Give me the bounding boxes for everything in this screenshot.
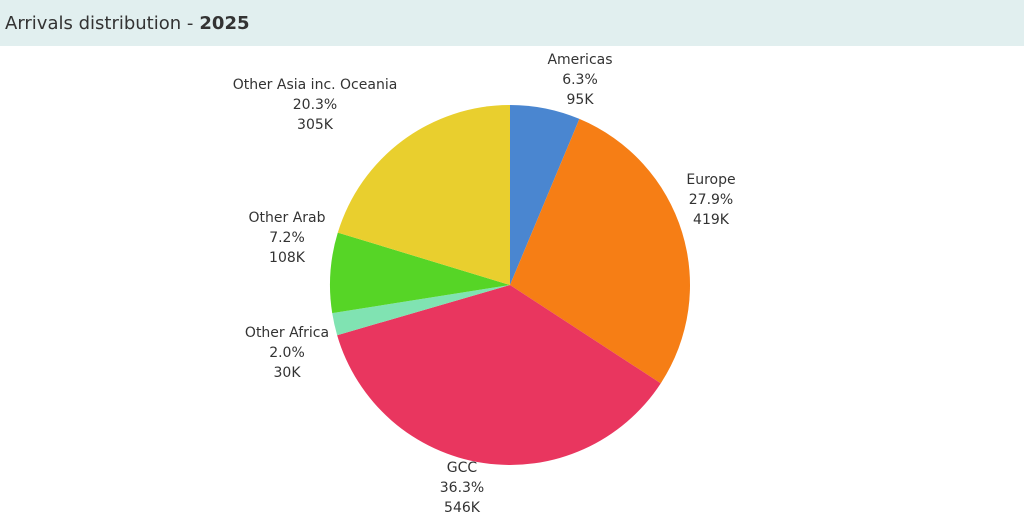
slice-percent: 27.9% — [689, 192, 733, 208]
slice-percent: 36.3% — [440, 480, 484, 496]
slice-label: Other Arab — [249, 210, 326, 226]
slice-count: 305K — [297, 117, 334, 133]
slice-label: GCC — [447, 460, 478, 476]
pie-slice — [330, 232, 510, 314]
slice-count: 95K — [567, 92, 595, 108]
slice-count: 546K — [444, 500, 481, 516]
slice-percent: 20.3% — [293, 97, 337, 113]
slice-label: Other Africa — [245, 325, 329, 341]
slice-percent: 2.0% — [269, 345, 305, 361]
slice-label: Other Asia inc. Oceania — [233, 77, 398, 93]
header: Arrivals distribution - 2025 — [0, 0, 1024, 46]
slice-count: 108K — [269, 250, 306, 266]
pie-slice — [510, 118, 691, 384]
slice-percent: 7.2% — [269, 230, 305, 246]
slice-count: 419K — [693, 212, 730, 228]
pie-slice — [332, 285, 510, 336]
chart: Americas 6.3% 95K Europe 27.9% 419K GCC 36.3% 54… — [233, 52, 736, 516]
slice-percent: 6.3% — [562, 72, 598, 88]
slice-label: Europe — [686, 172, 735, 188]
slice-count: 30K — [274, 365, 302, 381]
pie-slice — [510, 105, 580, 285]
title: Arrivals distribution - — [5, 13, 194, 34]
title-year: 2025 — [199, 13, 250, 34]
pie-slice — [337, 285, 661, 466]
slice-label: Americas — [547, 52, 612, 68]
pie-slice — [337, 105, 510, 285]
